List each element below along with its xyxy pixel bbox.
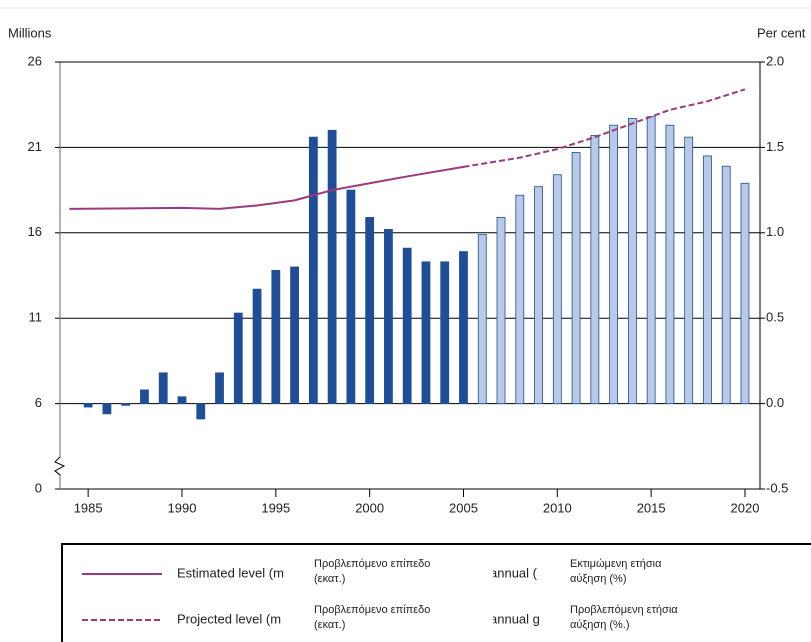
bar — [402, 247, 412, 404]
bar — [384, 228, 393, 405]
bar — [740, 182, 750, 405]
overlay-line: αύξηση (%) — [570, 573, 627, 585]
axis-break — [54, 456, 66, 476]
y-tick-label: 11 — [29, 310, 43, 325]
x-tick-label: 2000 — [355, 500, 384, 515]
y-tick-label: 21 — [28, 139, 42, 154]
overlay-label: Προβλεπόμενη ετήσια αύξηση (%.) — [570, 604, 678, 631]
bar — [215, 372, 224, 404]
y2-tick-label: -0.5 — [766, 480, 788, 495]
bar — [459, 251, 468, 404]
y2-tick-label: 1.5 — [766, 139, 784, 154]
bar — [477, 234, 487, 404]
bar — [365, 217, 375, 404]
bar — [627, 117, 637, 404]
overlay-line: Προβλεπόμενη ετήσια — [570, 604, 678, 616]
bar — [121, 403, 131, 406]
overlay-box — [293, 552, 493, 594]
bar — [665, 124, 675, 404]
bar — [83, 403, 93, 408]
bar — [346, 189, 356, 405]
bar — [308, 136, 318, 404]
overlay-line: (εκατ.) — [314, 573, 345, 585]
overlay-box — [548, 598, 768, 640]
legend-label: annual g — [490, 611, 540, 626]
bar — [327, 129, 337, 405]
y-tick-label: 0 — [35, 480, 42, 495]
overlay-label: Εκτιμώμενη ετήσια αύξηση (%) — [570, 558, 662, 585]
bar — [440, 261, 450, 405]
bar — [609, 124, 619, 404]
bar — [102, 403, 112, 415]
bar — [515, 194, 525, 405]
overlay-box — [293, 598, 493, 640]
bar — [496, 217, 506, 404]
x-tick-label: 1995 — [261, 500, 290, 515]
y-axis-label: Millions — [8, 25, 52, 40]
bar — [590, 135, 600, 405]
legend-label: annual ( — [490, 565, 538, 580]
y2-tick-label: 0.5 — [766, 310, 784, 325]
y2-axis-label: Per cent — [757, 25, 806, 40]
y2-tick-label: 2.0 — [766, 53, 784, 68]
overlay-line: Εκτιμώμενη ετήσια — [570, 558, 662, 570]
bar — [140, 389, 149, 405]
overlay-line: αύξηση (%.) — [570, 619, 630, 631]
bar — [684, 136, 694, 404]
bar — [290, 266, 299, 404]
bar — [233, 312, 243, 404]
overlay-box — [548, 552, 768, 594]
overlay-label: Προβλεπόμενο επίπεδο (εκατ.) — [314, 604, 430, 631]
x-tick-label: 1985 — [74, 500, 103, 515]
x-tick-label: 2015 — [637, 500, 666, 515]
x-tick-label: 2010 — [543, 500, 572, 515]
legend-label: Estimated level (m — [177, 565, 284, 580]
x-tick-label: 2005 — [449, 500, 478, 515]
y-tick-label: 16 — [28, 224, 42, 239]
bar — [534, 186, 543, 405]
bar — [421, 261, 431, 405]
bar — [271, 269, 281, 405]
line — [463, 88, 746, 168]
axis-break-gap — [56, 457, 64, 474]
line — [69, 165, 464, 210]
bar — [552, 174, 562, 404]
x-tick-label: 2020 — [731, 500, 760, 515]
y-tick-label: 26 — [28, 53, 42, 68]
bar — [158, 372, 168, 404]
y2-tick-label: 0.0 — [766, 395, 784, 410]
y-tick-label: 6 — [35, 395, 42, 410]
overlay-line: (εκατ.) — [314, 619, 345, 631]
bar — [252, 288, 262, 404]
bar — [721, 165, 731, 405]
bar — [177, 396, 187, 405]
bar — [703, 155, 712, 405]
overlay-line: Προβλεπόμενο επίπεδο — [314, 604, 430, 616]
bar — [571, 152, 581, 405]
overlay-line: Προβλεπόμενο επίπεδο — [314, 558, 430, 570]
overlay-label: Προβλεπόμενο επίπεδο (εκατ.) — [314, 558, 430, 585]
y2-tick-label: 1.0 — [766, 224, 784, 239]
bar — [196, 403, 206, 420]
legend-label: Projected level (m — [177, 611, 281, 626]
bar — [646, 116, 656, 404]
x-tick-label: 1990 — [168, 500, 197, 515]
